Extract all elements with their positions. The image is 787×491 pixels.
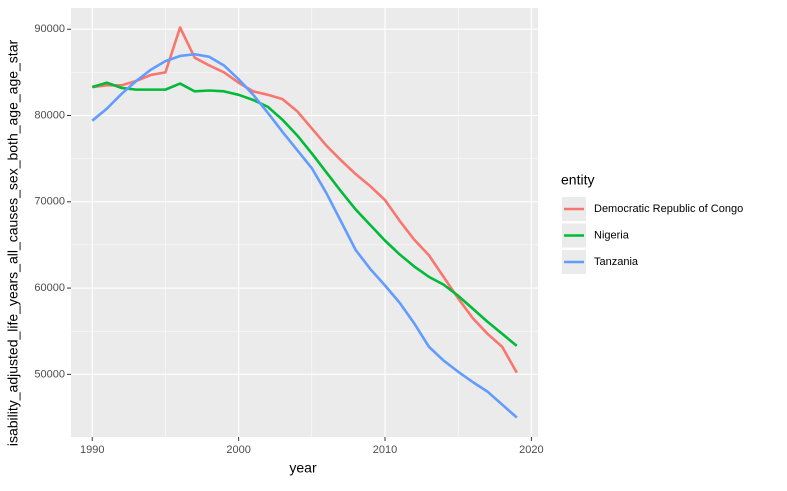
y-axis-label: isability_adjusted_life_years_all_causes… [5,40,21,447]
line [91,52,518,419]
x-tick-label: 2000 [226,444,250,456]
y-tick-label: 90000 [34,23,65,35]
x-tick-label: 1990 [80,444,104,456]
x-axis-label: year [289,460,317,476]
y-tick-label: 50000 [34,368,65,380]
y-tick-label: 70000 [34,196,65,208]
legend-label: Tanzania [594,256,639,268]
x-tick-label: 2010 [373,444,397,456]
legend-label: Nigeria [594,229,630,241]
panel [71,8,538,437]
x-tick-label: 2020 [519,444,543,456]
legend-label: Democratic Republic of Congo [594,203,743,215]
line [92,26,518,374]
y-tick-label: 80000 [34,109,65,121]
y-tick-label: 60000 [34,282,65,294]
legend-title: entity [561,172,594,188]
line [91,81,518,347]
